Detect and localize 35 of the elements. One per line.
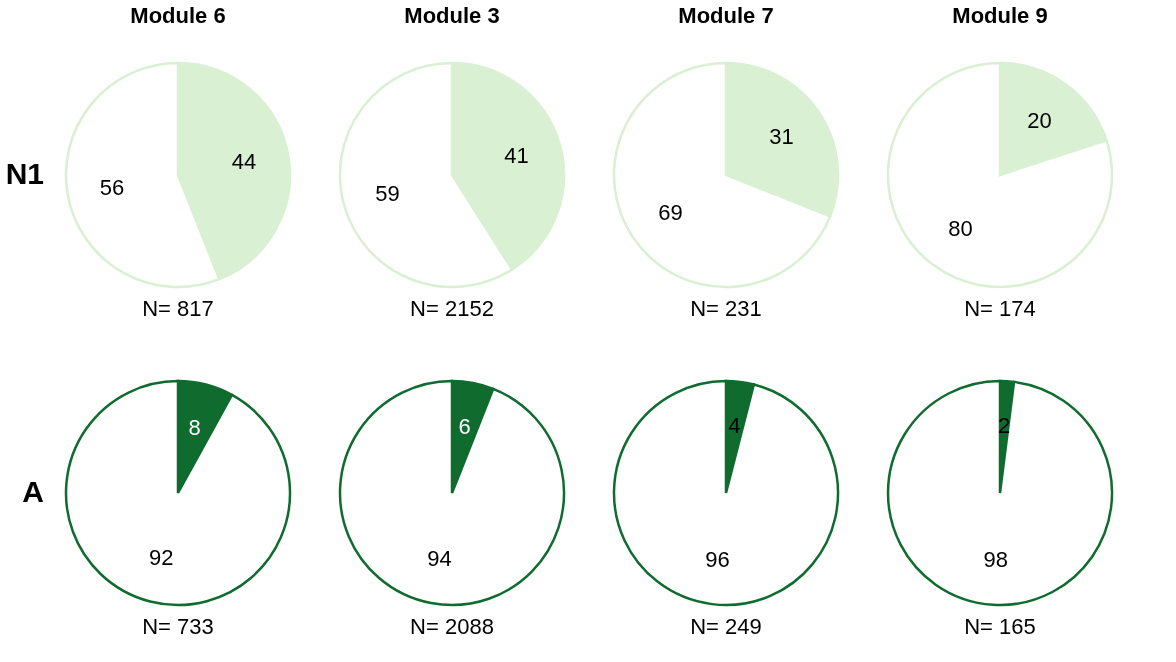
text: N= 165 (964, 614, 1036, 639)
data-label: 94 (427, 546, 452, 572)
pie-slice (612, 379, 840, 607)
pie-slice (64, 379, 292, 607)
data-label: 8 (188, 414, 201, 440)
data-label: 4 (728, 413, 741, 439)
data-label: 92 (149, 545, 174, 571)
data-label: 69 (658, 199, 683, 225)
chart-title: Module 3 (404, 3, 500, 28)
chart-title: Module 7 (678, 3, 774, 28)
data-label: 44 (231, 149, 257, 175)
text: N1 (5, 157, 44, 190)
text: N= 231 (690, 296, 762, 321)
text: A (22, 475, 44, 508)
data-label: 98 (983, 547, 1009, 573)
text: N= 733 (142, 614, 214, 639)
chart-title: Module 9 (952, 3, 1048, 28)
text: N= 817 (142, 296, 214, 321)
text: N= 249 (690, 614, 762, 639)
data-label: 20 (1027, 107, 1052, 133)
data-label: 6 (458, 413, 471, 439)
data-label: 41 (504, 143, 529, 169)
data-label: 31 (769, 124, 794, 150)
data-label: 80 (948, 216, 973, 242)
text: N= 2088 (410, 614, 494, 639)
data-label: 2 (998, 412, 1011, 438)
text: N= 174 (964, 296, 1036, 321)
text: N= 2152 (410, 296, 494, 321)
pie-slice (338, 379, 566, 607)
chart-title: Module 6 (130, 3, 226, 28)
data-label: 96 (705, 546, 730, 572)
pie-slice (886, 379, 1114, 607)
data-label: 59 (375, 180, 400, 206)
data-label: 56 (99, 174, 125, 200)
pie-slice (886, 61, 1114, 289)
